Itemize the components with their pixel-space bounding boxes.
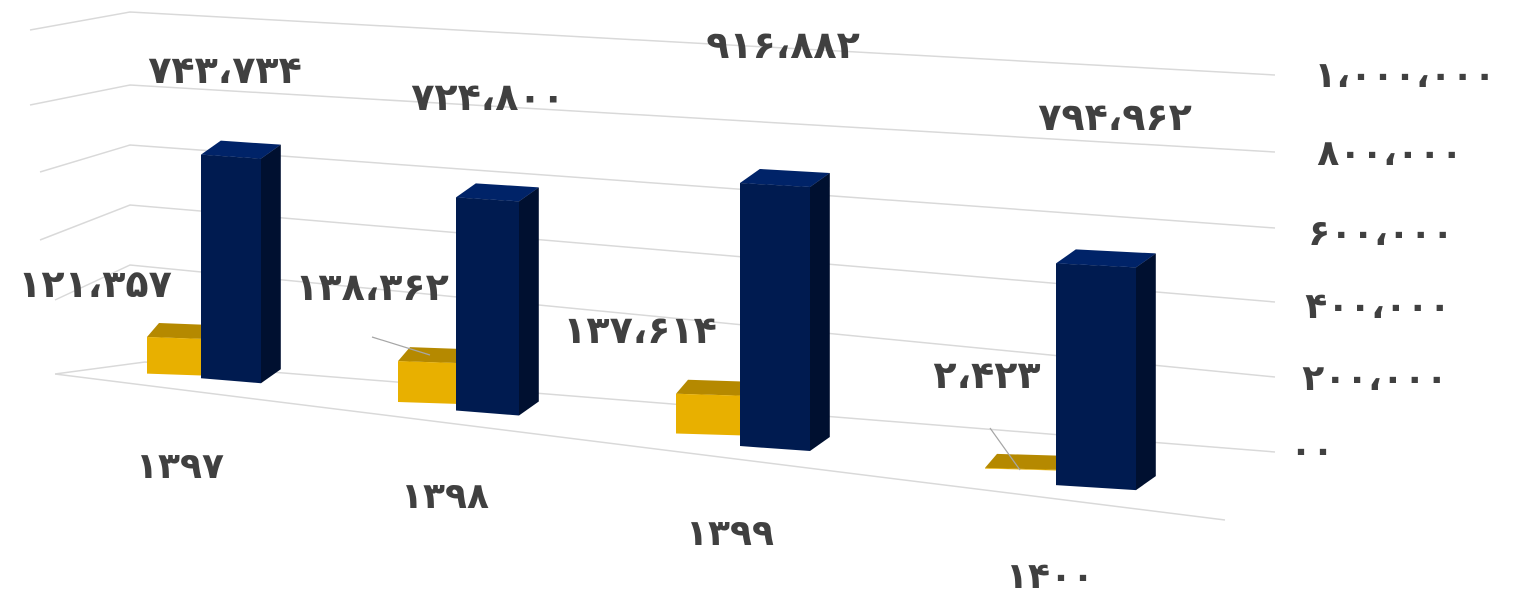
y-tick-label: ۰۰	[1290, 430, 1334, 471]
leader-line	[371, 336, 431, 356]
data-label: ۷۲۴،۸۰۰	[411, 75, 565, 119]
leader-line	[989, 427, 1021, 471]
bar-side	[519, 187, 539, 416]
x-tick-label: ۱۳۹۸	[401, 476, 489, 517]
y-tick-label: ۸۰۰،۰۰۰	[1317, 133, 1463, 174]
bar-top	[147, 323, 211, 340]
y-tick-label: ۶۰۰،۰۰۰	[1308, 213, 1454, 254]
x-tick-label: ۱۳۹۹	[686, 513, 774, 554]
data-label: ۱۳۷،۶۱۴	[563, 308, 717, 352]
bar	[456, 197, 519, 416]
bar-top	[1056, 249, 1156, 268]
bar	[201, 154, 261, 384]
bar	[147, 337, 205, 376]
floor-front-line	[54, 373, 1226, 521]
data-label: ۲،۴۲۳	[933, 353, 1040, 397]
gridline	[29, 84, 1276, 153]
bar-top	[398, 347, 466, 364]
data-label: ۷۴۳،۷۳۴	[148, 48, 302, 92]
y-tick-label: ۱،۰۰۰،۰۰۰	[1314, 55, 1495, 96]
data-label: ۹۱۶،۸۸۲	[706, 23, 860, 67]
bar	[398, 361, 460, 404]
gridline	[39, 204, 1276, 303]
bar	[740, 183, 810, 452]
bar-top	[456, 183, 539, 202]
gridline	[39, 144, 1276, 229]
data-label: ۱۲۱،۳۵۷	[18, 262, 172, 306]
data-label: ۱۳۸،۳۶۲	[295, 265, 449, 309]
floor-back-line	[54, 361, 1276, 453]
bar-top	[676, 379, 750, 396]
gridline	[29, 11, 1276, 76]
bar-side	[1136, 253, 1156, 491]
gridline	[54, 264, 1276, 378]
bar-top	[201, 140, 281, 159]
bar-top	[985, 453, 1066, 470]
bar	[676, 393, 744, 436]
bar-top	[740, 169, 830, 188]
bar	[985, 467, 1060, 471]
x-tick-label: ۱۳۹۷	[136, 446, 224, 487]
bar-side	[810, 173, 830, 452]
bar	[1056, 263, 1136, 491]
x-tick-label: ۱۴۰۰	[1006, 556, 1094, 591]
y-tick-label: ۲۰۰،۰۰۰	[1302, 358, 1448, 399]
bar-side	[261, 144, 281, 384]
data-label: ۷۹۴،۹۶۲	[1038, 95, 1192, 139]
y-tick-label: ۴۰۰،۰۰۰	[1305, 286, 1451, 327]
